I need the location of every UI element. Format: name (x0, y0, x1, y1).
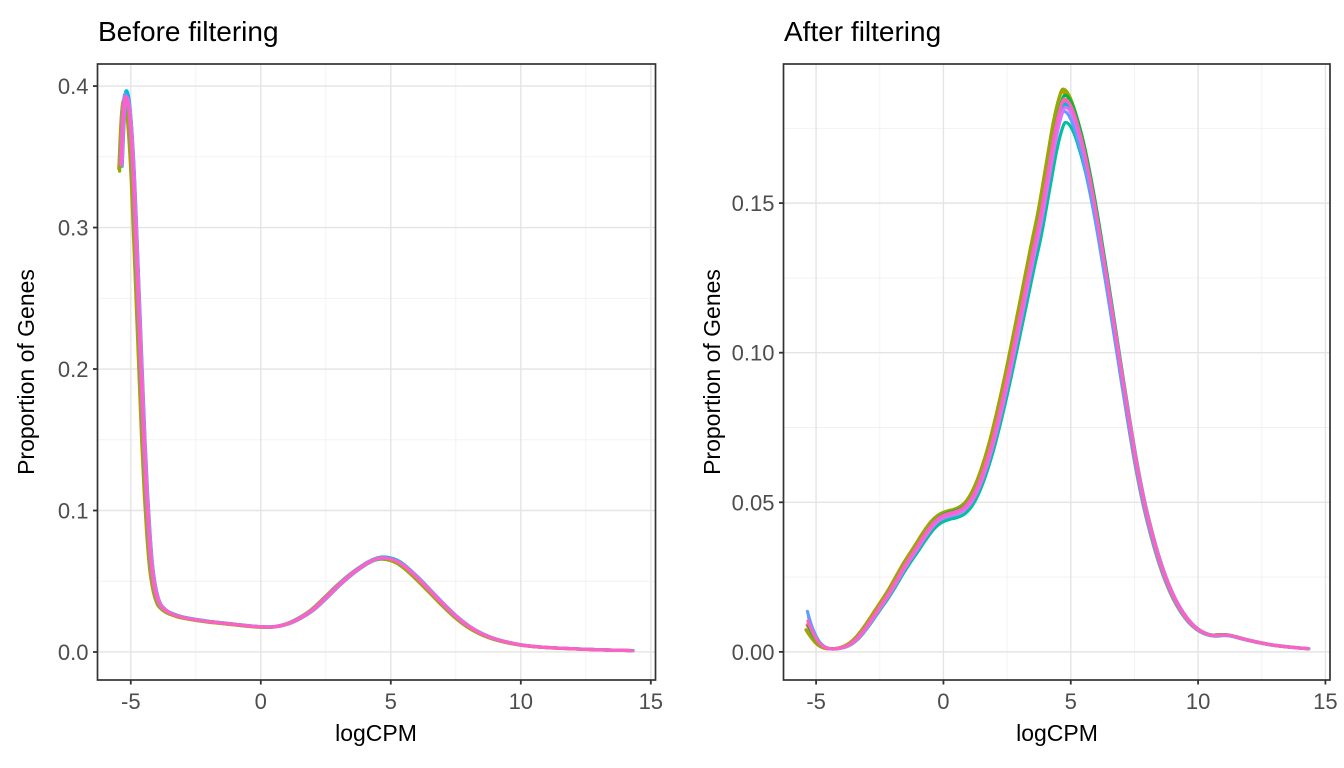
density-line-sample-9 (119, 94, 634, 653)
y-tick-label: 0.4 (58, 74, 89, 99)
x-tick-label: 10 (1186, 689, 1210, 714)
density-curves (804, 87, 1311, 651)
x-axis-title-after: logCPM (1016, 720, 1098, 746)
panel-before: -5 0 5 10 15 0.0 0.1 0.2 0.3 0.4 (58, 63, 663, 714)
panel-title-before: Before filtering (98, 16, 279, 47)
y-tick-label: 0.10 (732, 341, 775, 366)
x-tick-label: 5 (1065, 689, 1077, 714)
y-axis-title-after: Proportion of Genes (699, 269, 725, 475)
density-curves (117, 89, 635, 653)
panel-after: -5 0 5 10 15 0.00 0.05 0.10 0.15 (732, 63, 1338, 714)
x-tick-label: -5 (121, 689, 141, 714)
y-tick-label: 0.00 (732, 640, 775, 665)
y-tick-label: 0.05 (732, 490, 775, 515)
density-line-sample-9 (806, 97, 1310, 651)
panel-border (96, 63, 657, 681)
y-tick-label: 0.1 (58, 499, 89, 524)
x-tick-label: 5 (385, 689, 397, 714)
x-tick-label: 0 (937, 689, 949, 714)
y-tick-label: 0.15 (732, 191, 775, 216)
panels-root: -5 0 5 10 15 0.0 0.1 0.2 0.3 0.4 -5 0 5 10 15 0.00 0.05 0… (58, 63, 1338, 714)
x-tick-label: 0 (255, 689, 267, 714)
x-tick-label: 15 (639, 689, 663, 714)
x-tick-label: 10 (509, 689, 533, 714)
panel-title-after: After filtering (784, 16, 941, 47)
x-axis-title-before: logCPM (335, 720, 417, 746)
y-tick-label: 0.2 (58, 357, 89, 382)
y-tick-label: 0.0 (58, 640, 89, 665)
y-tick-label: 0.3 (58, 216, 89, 241)
y-axis-title-before: Proportion of Genes (13, 269, 39, 475)
panel-background (97, 64, 656, 680)
x-tick-label: 15 (1313, 689, 1337, 714)
panel-border (782, 63, 1331, 681)
x-tick-label: -5 (806, 689, 826, 714)
